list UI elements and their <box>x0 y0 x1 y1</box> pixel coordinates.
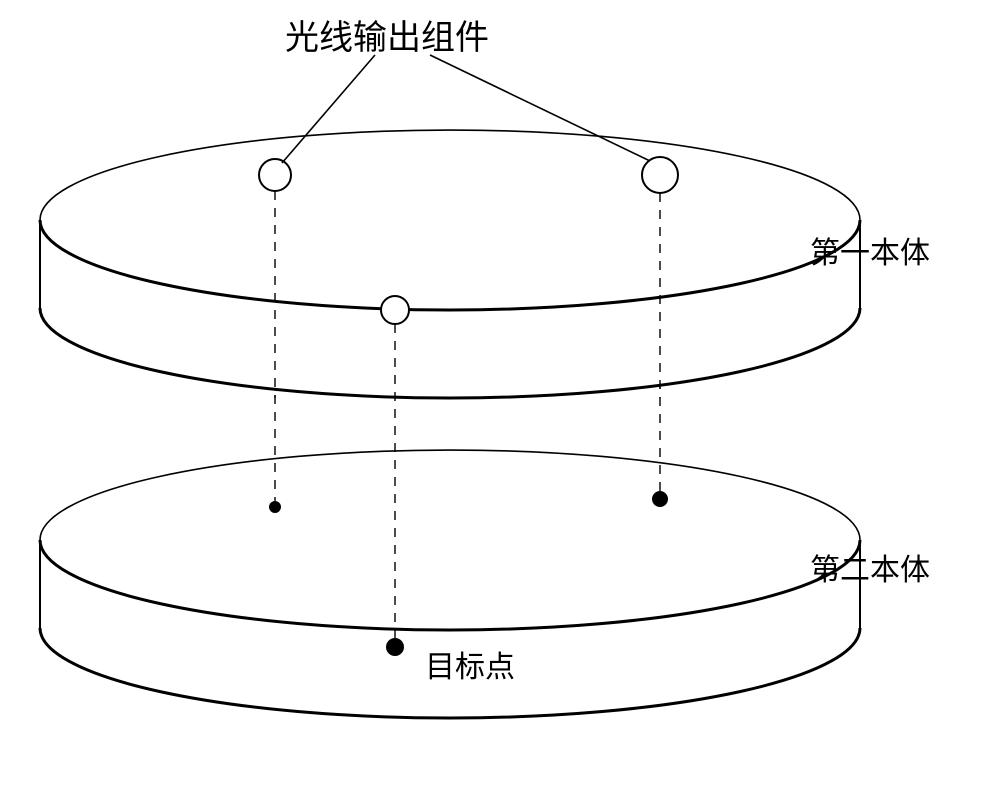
label-light-output-component: 光线输出组件 <box>285 10 489 59</box>
light-output-0 <box>259 159 291 191</box>
diagram-stage: 光线输出组件 第一本体 第二本体 目标点 <box>0 0 1000 785</box>
target-point-2 <box>386 638 404 656</box>
label-first-body: 第一本体 <box>810 228 930 272</box>
label-target-point: 目标点 <box>425 642 515 686</box>
light-output-1 <box>642 157 678 193</box>
label-second-body: 第二本体 <box>810 545 930 589</box>
target-point-1 <box>652 491 668 507</box>
target-point-0 <box>269 501 281 513</box>
light-output-2 <box>381 296 409 324</box>
